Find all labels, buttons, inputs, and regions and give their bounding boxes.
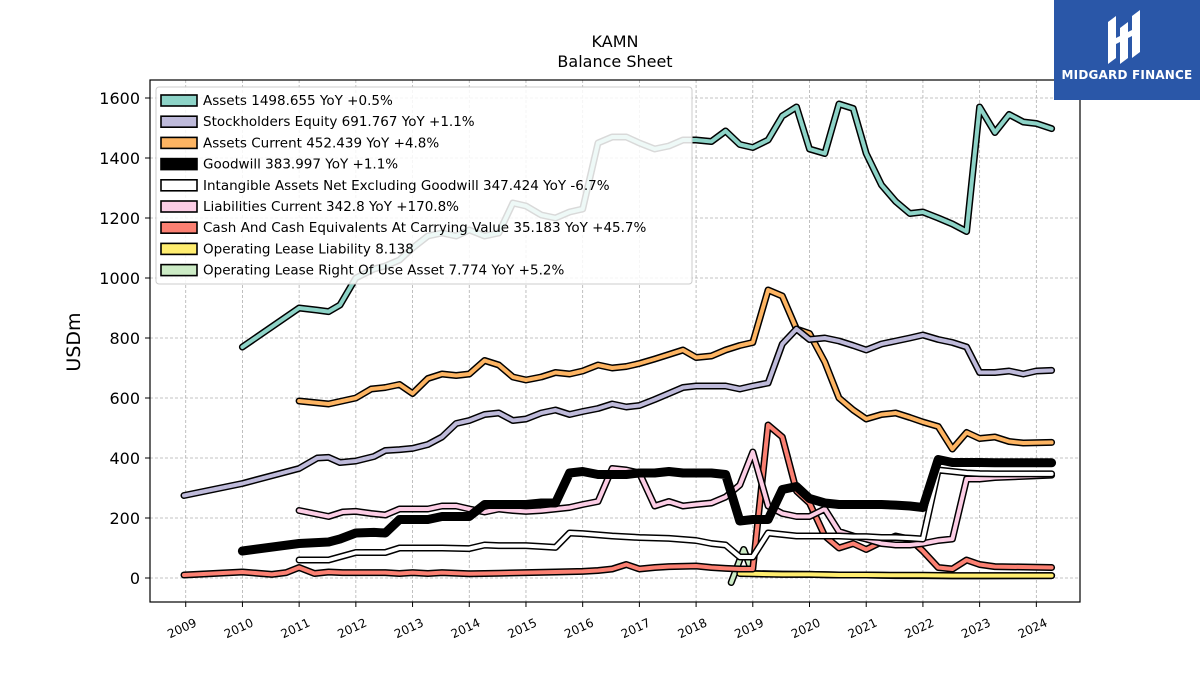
x-tick-label: 2011 [279, 616, 313, 642]
legend-label: Assets 1498.655 YoY +0.5% [203, 93, 393, 109]
legend-swatch [160, 179, 198, 192]
legend-swatch [160, 115, 198, 128]
legend-box [155, 86, 693, 285]
legend-label: Assets Current 452.439 YoY +4.8% [203, 135, 439, 151]
legend-swatch [160, 221, 198, 234]
brand-logo: MIDGARD FINANCE [1054, 0, 1200, 100]
legend-swatch [160, 242, 198, 256]
x-tick-label: 2023 [959, 616, 993, 642]
series-line-assets-current [297, 288, 1054, 451]
series-line-liabilities-current [297, 450, 1054, 547]
y-tick-label: 1600 [99, 89, 140, 108]
x-tick-label: 2010 [222, 616, 256, 642]
x-tick-label: 2019 [732, 616, 766, 642]
x-tick-label: 2013 [392, 616, 426, 642]
brand-name: MIDGARD FINANCE [1061, 68, 1193, 82]
legend-swatch [160, 263, 198, 277]
y-tick-label: 800 [109, 329, 140, 348]
series-lines [180, 100, 1057, 586]
x-tick-label: 2009 [165, 616, 199, 642]
brand-mark-icon [1108, 10, 1140, 64]
y-tick-label: 400 [109, 449, 140, 468]
series-line-stockholders-equity [182, 327, 1054, 498]
x-tick-label: 2017 [619, 616, 653, 642]
x-tick-label: 2021 [846, 616, 880, 642]
x-tick-label: 2014 [449, 616, 483, 642]
legend-label: Stockholders Equity 691.767 YoY +1.1% [203, 114, 475, 130]
legend-label: Operating Lease Right Of Use Asset 7.774… [203, 263, 564, 279]
series-line-intangible-assets-net-excluding-goodwill [297, 468, 1054, 562]
legend-swatch [160, 136, 198, 150]
x-tick-label: 2024 [1016, 616, 1050, 642]
x-tick-label: 2022 [902, 616, 936, 642]
series-line-goodwill [237, 455, 1057, 556]
y-tick-label: 1200 [99, 209, 140, 228]
x-tick-label: 2020 [789, 616, 823, 642]
y-tick-label: 600 [109, 389, 140, 408]
legend-swatch [160, 94, 198, 107]
y-tick-label: 0 [130, 569, 140, 588]
legend-swatch [160, 200, 198, 213]
y-axis-label: USDm [63, 312, 85, 371]
y-tick-label: 1000 [99, 269, 140, 288]
y-tick-label: 200 [109, 509, 140, 528]
series-line-operating-lease-liability [737, 571, 1054, 578]
legend: Assets 1498.655 YoY +0.5% Stockholders Eq… [155, 86, 693, 285]
legend-label: Liabilities Current 342.8 YoY +170.8% [203, 199, 459, 215]
plot-frame [149, 79, 1081, 603]
legend-swatch [160, 157, 198, 171]
x-tick-label: 2012 [335, 616, 369, 642]
legend-label: Goodwill 383.997 YoY +1.1% [203, 157, 398, 173]
y-tick-label: 1400 [99, 149, 140, 168]
legend-label: Cash And Cash Equivalents At Carrying Va… [203, 220, 647, 236]
chart-title: KAMN [592, 32, 639, 51]
legend-label: Intangible Assets Net Excluding Goodwill… [203, 178, 610, 194]
x-tick-label: 2016 [562, 616, 596, 642]
chart-subtitle: Balance Sheet [557, 52, 672, 71]
legend-label: Operating Lease Liability 8.138 [203, 241, 414, 257]
x-tick-label: 2018 [676, 616, 710, 642]
x-tick-label: 2015 [505, 616, 539, 642]
